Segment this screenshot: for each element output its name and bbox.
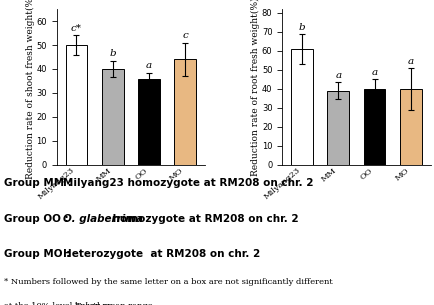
Text: homozygote at RM208 on chr. 2: homozygote at RM208 on chr. 2 bbox=[108, 214, 298, 224]
Text: Group MM :: Group MM : bbox=[4, 178, 76, 188]
Bar bbox=[327, 91, 349, 165]
Text: b: b bbox=[298, 23, 305, 31]
Text: * Numbers followed by the same letter on a box are not significantly different: * Numbers followed by the same letter on… bbox=[4, 278, 332, 285]
Bar bbox=[174, 59, 195, 165]
Text: c: c bbox=[182, 31, 187, 40]
Text: a: a bbox=[335, 71, 341, 80]
Y-axis label: Reduction rate of root fresh weight(%): Reduction rate of root fresh weight(%) bbox=[251, 0, 260, 176]
Bar bbox=[291, 49, 312, 165]
Text: at the 10% level based on: at the 10% level based on bbox=[4, 302, 115, 305]
Bar bbox=[66, 45, 87, 165]
Text: ’s mean range: ’s mean range bbox=[93, 302, 152, 305]
Text: a: a bbox=[371, 68, 377, 77]
Bar bbox=[102, 69, 123, 165]
Text: c*: c* bbox=[71, 23, 82, 33]
Y-axis label: Reduction rate of shoot fresh weight(%): Reduction rate of shoot fresh weight(%) bbox=[26, 0, 35, 179]
Text: b: b bbox=[109, 49, 116, 58]
Text: a: a bbox=[145, 61, 151, 70]
Bar bbox=[363, 89, 385, 165]
Text: Tukey: Tukey bbox=[75, 302, 100, 305]
Bar bbox=[399, 89, 421, 165]
Bar bbox=[138, 79, 159, 165]
Text: O. glaberrima: O. glaberrima bbox=[63, 214, 143, 224]
Text: Group OO :: Group OO : bbox=[4, 214, 72, 224]
Text: Heterozygote  at RM208 on chr. 2: Heterozygote at RM208 on chr. 2 bbox=[63, 249, 260, 259]
Text: Group MO :: Group MO : bbox=[4, 249, 74, 259]
Text: a: a bbox=[407, 57, 413, 66]
Text: Milyang23 homozygote at RM208 on chr. 2: Milyang23 homozygote at RM208 on chr. 2 bbox=[63, 178, 313, 188]
